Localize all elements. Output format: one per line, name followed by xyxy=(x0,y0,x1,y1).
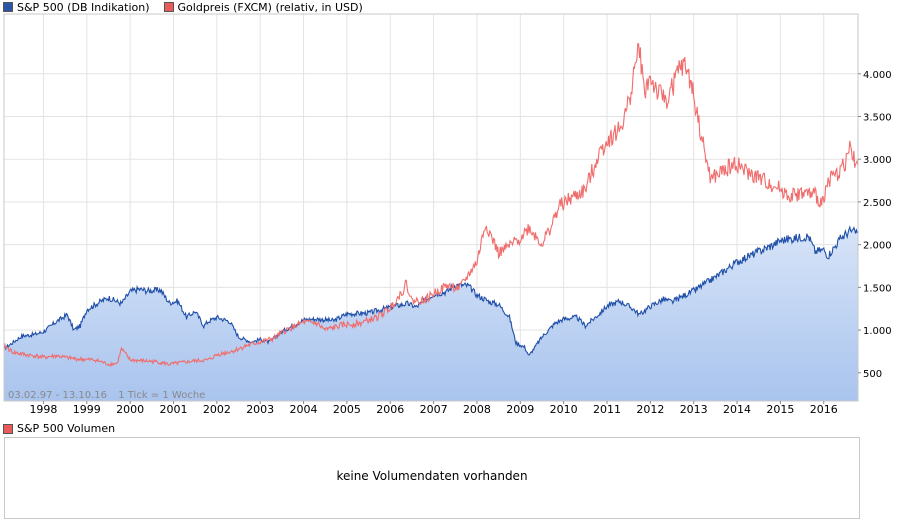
y-tick-label: 2.000 xyxy=(863,241,892,252)
x-tick-label: 2014 xyxy=(723,403,751,416)
gold-swatch-icon xyxy=(163,2,174,12)
date-range-text: 03.02.97 - 13.10.16 xyxy=(8,390,107,401)
x-tick-label: 2001 xyxy=(159,403,187,416)
x-tick-label: 2002 xyxy=(203,403,231,416)
x-tick-label: 2000 xyxy=(116,403,144,416)
y-tick-label: 1.500 xyxy=(863,283,892,294)
legend-item-gold: Goldpreis (FXCM) (relativ, in USD) xyxy=(163,0,363,14)
x-tick-label: 2011 xyxy=(593,403,621,416)
legend-item-sp500: S&P 500 (DB Indikation) xyxy=(3,1,150,14)
y-tick-label: 3.000 xyxy=(863,155,892,166)
date-range-label: 03.02.97 - 13.10.16 1 Tick = 1 Woche xyxy=(8,390,205,401)
x-tick-label: 2012 xyxy=(636,403,664,416)
y-axis: 500 1.000 1.500 2.000 2.500 3.000 3.500 4.000 xyxy=(858,70,892,380)
y-tick-label: 500 xyxy=(863,369,882,380)
y-tick-label: 1.000 xyxy=(863,326,892,337)
x-tick-label: 2005 xyxy=(333,403,361,416)
chart-legend: S&P 500 (DB Indikation) Goldpreis (FXCM)… xyxy=(3,0,363,14)
x-tick-label: 2013 xyxy=(680,403,708,416)
volume-legend: S&P 500 Volumen xyxy=(3,422,115,435)
x-axis: 1998 1999 2000 2001 2002 2003 2004 2005 2006 2007… xyxy=(29,401,838,416)
x-tick-label: 2010 xyxy=(550,403,578,416)
x-tick-label: 2006 xyxy=(376,403,404,416)
x-tick-label: 2007 xyxy=(420,403,448,416)
gold-line xyxy=(4,42,859,368)
tick-resolution-text: 1 Tick = 1 Woche xyxy=(118,390,205,401)
plot-border xyxy=(3,13,859,402)
price-chart[interactable]: 1998 1999 2000 2001 2002 2003 2004 2005 2006 2007… xyxy=(0,0,900,420)
x-tick-label: 2003 xyxy=(246,403,274,416)
volume-swatch-icon xyxy=(3,423,13,434)
sp500-area xyxy=(4,227,858,401)
x-tick-label: 2009 xyxy=(506,403,534,416)
x-tick-label: 2004 xyxy=(290,403,318,416)
x-tick-label: 2008 xyxy=(463,403,491,416)
legend-label-sp500: S&P 500 (DB Indikation) xyxy=(17,0,150,14)
volume-empty-message: keine Volumendaten vorhanden xyxy=(336,469,528,483)
volume-panel: keine Volumendaten vorhanden xyxy=(4,437,860,519)
sp500-swatch-icon xyxy=(3,2,13,12)
sp500-line xyxy=(3,225,859,356)
volume-legend-label: S&P 500 Volumen xyxy=(17,422,116,435)
x-tick-label: 2015 xyxy=(766,403,794,416)
legend-label-gold: Goldpreis (FXCM) (relativ, in USD) xyxy=(177,0,363,14)
x-tick-label: 2016 xyxy=(810,403,838,416)
y-tick-label: 2.500 xyxy=(863,198,892,209)
x-tick-label: 1999 xyxy=(73,403,101,416)
y-tick-label: 4.000 xyxy=(863,70,892,81)
x-tick-label: 1998 xyxy=(29,403,57,416)
y-tick-label: 3.500 xyxy=(863,113,892,124)
